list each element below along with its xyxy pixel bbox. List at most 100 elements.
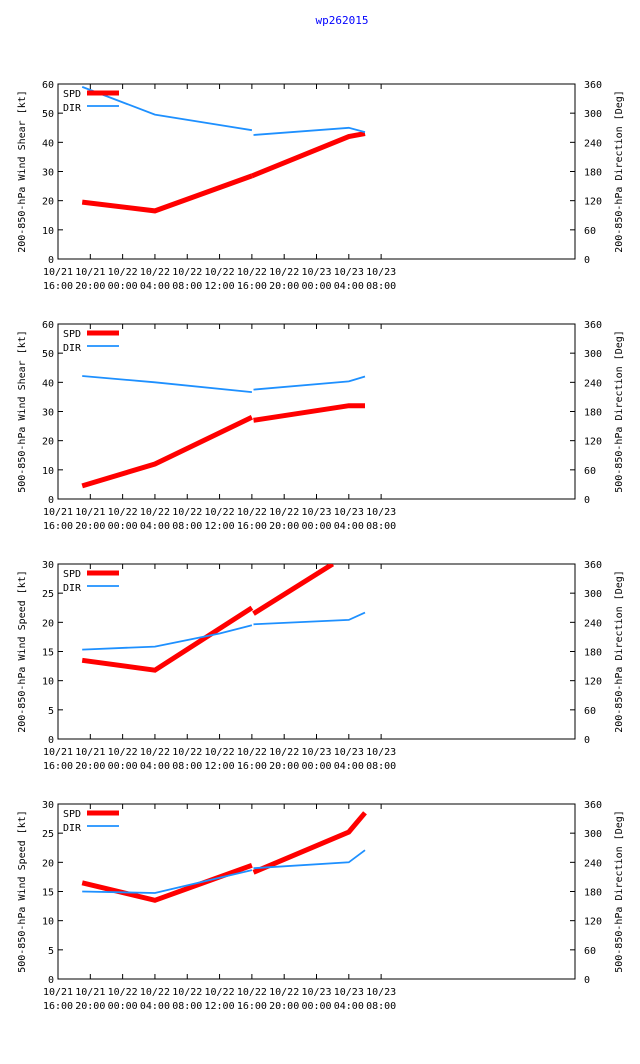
y2-tick-label: 60	[584, 226, 596, 237]
y-tick-label: 5	[48, 706, 54, 717]
y2-tick-label: 240	[584, 378, 602, 389]
x-tick-date: 10/22	[172, 507, 202, 518]
x-tick-date: 10/21	[75, 747, 105, 758]
plot-frame	[57, 83, 576, 260]
x-tick-time: 16:00	[237, 761, 267, 772]
x-tick-date: 10/23	[301, 507, 331, 518]
x-tick-date: 10/21	[43, 507, 73, 518]
plot-frame	[57, 563, 576, 740]
spd-series-line-2	[253, 403, 365, 423]
y-axis-label: 200-850-hPa Wind Speed [kt]	[17, 570, 28, 733]
x-tick-time: 08:00	[172, 1001, 202, 1012]
x-tick-date: 10/22	[108, 747, 138, 758]
legend-dir-label: DIR	[63, 103, 82, 114]
plot-frame	[57, 803, 576, 980]
x-tick-time: 00:00	[108, 761, 138, 772]
x-tick-time: 00:00	[301, 761, 331, 772]
x-tick-date: 10/21	[43, 747, 73, 758]
y2-tick-label: 300	[584, 349, 602, 360]
x-tick-time: 20:00	[269, 761, 299, 772]
y-tick-label: 25	[42, 589, 54, 600]
y2-tick-label: 60	[584, 946, 596, 957]
x-tick-date: 10/21	[75, 507, 105, 518]
x-tick-time: 16:00	[43, 761, 73, 772]
x-tick-time: 00:00	[108, 521, 138, 532]
x-tick-time: 08:00	[172, 281, 202, 292]
y2-tick-label: 0	[584, 735, 590, 746]
x-tick-time: 16:00	[43, 281, 73, 292]
x-tick-time: 04:00	[140, 281, 170, 292]
y2-axis-label: 200-850-hPa Direction [Deg]	[614, 570, 625, 733]
y-tick-label: 60	[42, 320, 54, 331]
y2-axis-label: 200-850-hPa Direction [Deg]	[614, 90, 625, 253]
x-tick-time: 20:00	[75, 761, 105, 772]
x-tick-date: 10/22	[269, 267, 299, 278]
x-tick-date: 10/22	[269, 747, 299, 758]
y-tick-label: 50	[42, 109, 54, 120]
x-tick-date: 10/22	[172, 987, 202, 998]
x-tick-date: 10/23	[334, 987, 364, 998]
y-tick-label: 0	[48, 975, 54, 986]
y2-tick-label: 0	[584, 255, 590, 266]
chart-panel-1: 010203040506006012018024030036010/2116:0…	[17, 80, 625, 292]
y-axis-label: 200-850-hPa Wind Shear [kt]	[17, 90, 28, 253]
x-tick-date: 10/22	[237, 267, 267, 278]
x-tick-date: 10/21	[43, 267, 73, 278]
x-tick-time: 16:00	[237, 1001, 267, 1012]
y-tick-label: 25	[42, 829, 54, 840]
figure-title: wp262015	[316, 14, 369, 27]
legend-dir-label: DIR	[63, 343, 82, 354]
x-tick-time: 20:00	[75, 281, 105, 292]
x-tick-date: 10/23	[334, 267, 364, 278]
y2-tick-label: 180	[584, 888, 602, 899]
x-tick-date: 10/21	[75, 987, 105, 998]
y2-tick-label: 60	[584, 706, 596, 717]
x-tick-date: 10/23	[366, 507, 396, 518]
x-tick-date: 10/23	[334, 507, 364, 518]
spd-series-line-2	[252, 811, 367, 875]
x-tick-time: 04:00	[140, 1001, 170, 1012]
y-tick-label: 0	[48, 735, 54, 746]
spd-series-line-1	[81, 173, 253, 214]
x-tick-time: 16:00	[43, 521, 73, 532]
y-tick-label: 0	[48, 495, 54, 506]
y-tick-label: 40	[42, 378, 54, 389]
y-tick-label: 10	[42, 226, 54, 237]
x-tick-time: 16:00	[237, 521, 267, 532]
dir-series-line-2	[253, 375, 366, 391]
spd-series-line-2	[252, 564, 335, 616]
y-tick-label: 20	[42, 437, 54, 448]
y2-tick-label: 120	[584, 917, 602, 928]
y2-tick-label: 300	[584, 829, 602, 840]
x-tick-date: 10/22	[172, 267, 202, 278]
x-tick-date: 10/22	[205, 267, 235, 278]
dir-series-line-2	[253, 849, 366, 870]
y-tick-label: 10	[42, 677, 54, 688]
x-tick-date: 10/22	[237, 507, 267, 518]
x-tick-time: 08:00	[172, 761, 202, 772]
y2-tick-label: 360	[584, 560, 602, 571]
y-tick-label: 10	[42, 917, 54, 928]
y-axis-label: 500-850-hPa Wind Speed [kt]	[17, 810, 28, 973]
spd-series-line-1	[81, 415, 253, 489]
x-tick-time: 20:00	[269, 521, 299, 532]
spd-series-line-2	[250, 131, 366, 179]
x-tick-date: 10/22	[237, 987, 267, 998]
x-tick-time: 12:00	[205, 521, 235, 532]
x-tick-time: 16:00	[43, 1001, 73, 1012]
x-tick-date: 10/23	[366, 267, 396, 278]
x-tick-time: 04:00	[140, 761, 170, 772]
x-tick-time: 20:00	[75, 521, 105, 532]
y-tick-label: 40	[42, 138, 54, 149]
y2-tick-label: 240	[584, 138, 602, 149]
x-tick-time: 04:00	[334, 1001, 364, 1012]
chart-panel-3: 05101520253006012018024030036010/2116:00…	[17, 560, 625, 772]
dir-series-line-1	[82, 869, 253, 894]
x-tick-date: 10/22	[269, 987, 299, 998]
x-tick-date: 10/22	[108, 987, 138, 998]
y-tick-label: 30	[42, 168, 54, 179]
x-tick-time: 00:00	[108, 281, 138, 292]
y2-tick-label: 120	[584, 437, 602, 448]
x-tick-time: 00:00	[108, 1001, 138, 1012]
